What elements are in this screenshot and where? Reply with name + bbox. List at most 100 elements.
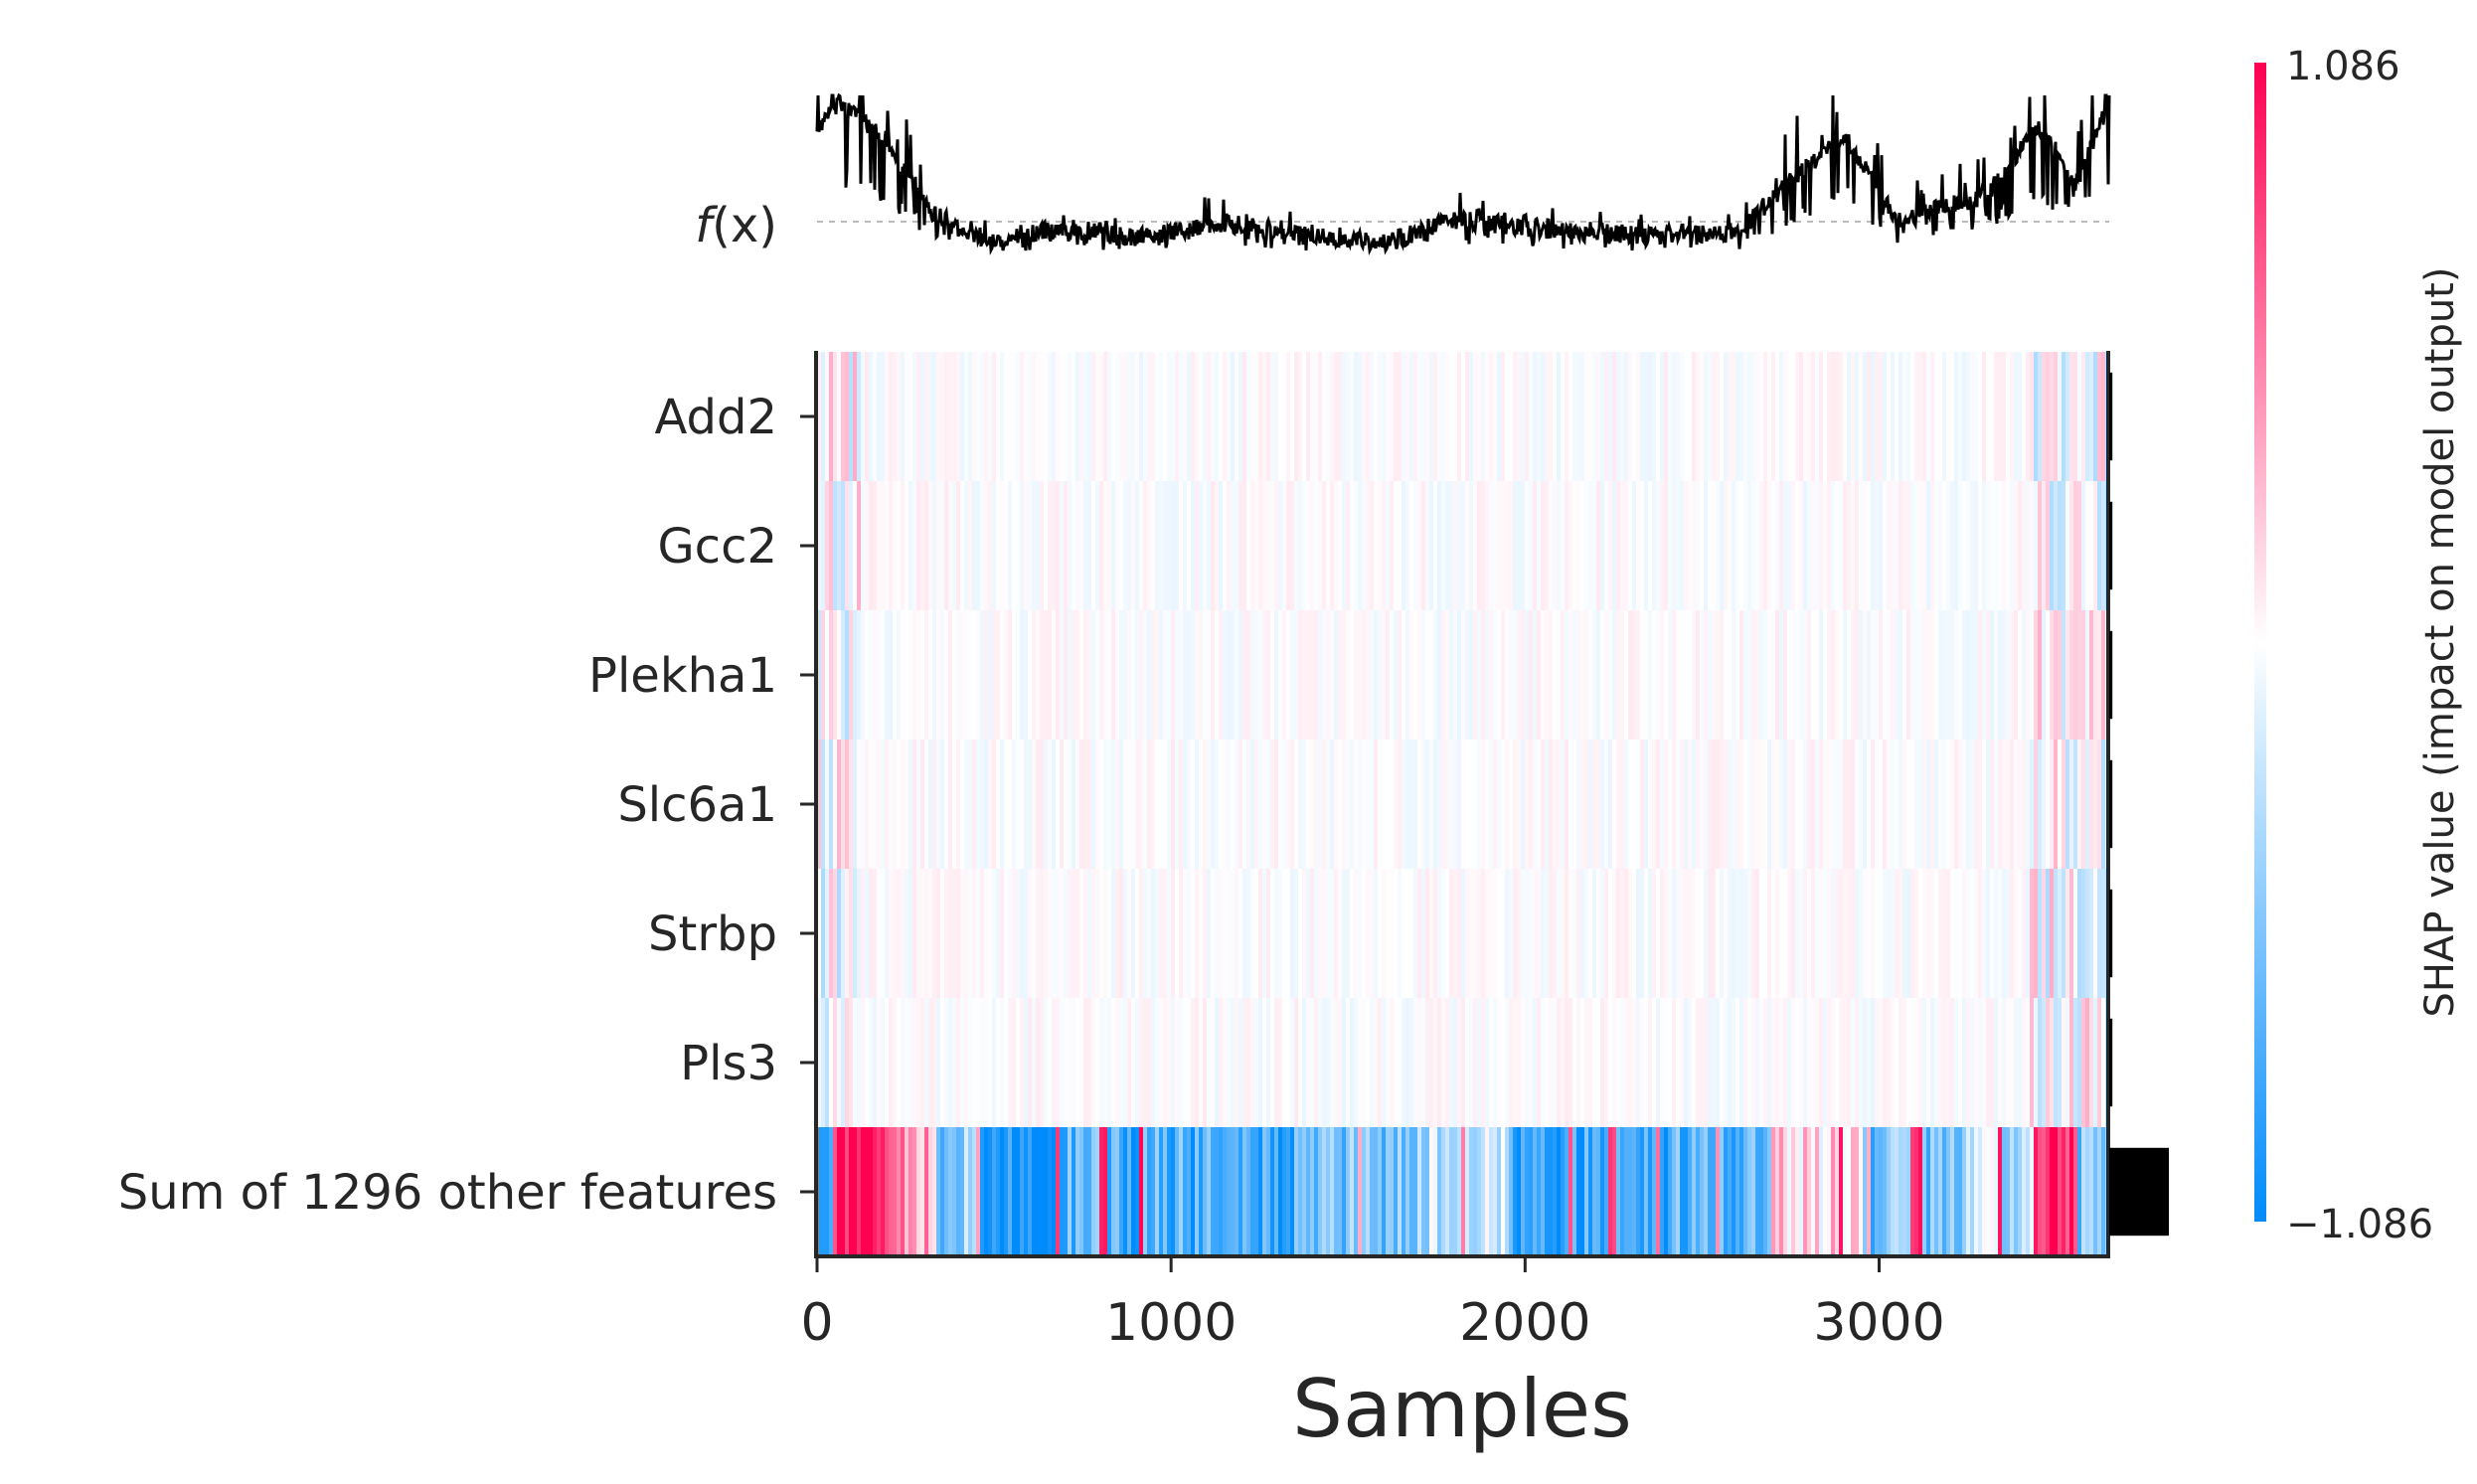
heatmap-cell [1119, 998, 1124, 1127]
heatmap-cell [1107, 610, 1112, 740]
heatmap-cell [948, 352, 953, 481]
heatmap-cell [1994, 869, 1999, 998]
heatmap-cell [1608, 481, 1613, 610]
heatmap-cell [1091, 352, 1096, 481]
heatmap-cell [2077, 740, 2082, 869]
heatmap-cell [1974, 610, 1979, 740]
heatmap-cell [1238, 481, 1243, 610]
heatmap-cell [1620, 998, 1625, 1127]
heatmap-cell [1795, 481, 1800, 610]
heatmap-cell [1497, 998, 1502, 1127]
heatmap-cell [1421, 352, 1426, 481]
heatmap-cell [1286, 352, 1291, 481]
heatmap-cell [1529, 1127, 1534, 1256]
heatmap-cell [968, 998, 973, 1127]
heatmap-cell [1926, 352, 1931, 481]
heatmap-cell [877, 610, 882, 740]
heatmap-cell [1656, 869, 1661, 998]
heatmap-cell [1127, 998, 1132, 1127]
heatmap-cell [1457, 481, 1462, 610]
heatmap-cell [2042, 1127, 2047, 1256]
heatmap-cell [1119, 869, 1124, 998]
heatmap-cell [964, 740, 969, 869]
heatmap-cell [1843, 352, 1848, 481]
heatmap-cell [1720, 740, 1725, 869]
heatmap-cell [1513, 352, 1518, 481]
heatmap-cell [1235, 1127, 1239, 1256]
heatmap-cell [1334, 869, 1339, 998]
heatmap-cell [1374, 481, 1379, 610]
heatmap-cell [1732, 869, 1736, 998]
heatmap-cell [1716, 998, 1721, 1127]
heatmap-cell [1712, 481, 1717, 610]
heatmap-cell [1914, 869, 1919, 998]
heatmap-cell [1732, 998, 1736, 1127]
heatmap-cell [825, 352, 830, 481]
heatmap-cell [940, 610, 945, 740]
heatmap-cell [988, 352, 993, 481]
heatmap-cell [2062, 481, 2066, 610]
heatmap-cell [1485, 998, 1490, 1127]
heatmap-cell [1926, 869, 1931, 998]
heatmap-cell [1517, 481, 1522, 610]
heatmap-cell [889, 869, 894, 998]
heatmap-cell [928, 610, 933, 740]
heatmap-cell [1131, 352, 1136, 481]
heatmap-cell [1954, 1127, 1959, 1256]
heatmap-cell [901, 998, 906, 1127]
heatmap-cell [1024, 740, 1029, 869]
heatmap-cell [1191, 869, 1196, 998]
heatmap-cell [1986, 481, 1991, 610]
heatmap-cell [1648, 352, 1653, 481]
heatmap-cell [1851, 869, 1856, 998]
heatmap-cell [1159, 481, 1164, 610]
heatmap-cell [1274, 998, 1279, 1127]
heatmap-cell [905, 740, 909, 869]
heatmap-cell [1155, 352, 1160, 481]
heatmap-cell [1282, 610, 1287, 740]
heatmap-cell [1433, 740, 1438, 869]
heatmap-cell [1863, 998, 1868, 1127]
heatmap-cell [2050, 740, 2055, 869]
heatmap-cell [1461, 481, 1466, 610]
heatmap-cell [1688, 481, 1693, 610]
heatmap-cell [1632, 998, 1637, 1127]
heatmap-cell [2014, 998, 2019, 1127]
heatmap-cell [2089, 481, 2094, 610]
heatmap-cell [2042, 352, 2047, 481]
heatmap-cell [1728, 1127, 1733, 1256]
heatmap-cell [1342, 998, 1347, 1127]
heatmap-cell [1914, 610, 1919, 740]
heatmap-cell [1219, 869, 1224, 998]
heatmap-cell [1075, 740, 1080, 869]
heatmap-cell [1533, 998, 1538, 1127]
heatmap-cell [2089, 352, 2094, 481]
heatmap-cell [1095, 869, 1100, 998]
heatmap-cell [1950, 610, 1955, 740]
heatmap-cell [1962, 740, 1967, 869]
heatmap-cell [1612, 1127, 1617, 1256]
heatmap-cell [1751, 998, 1756, 1127]
heatmap-cell [1950, 740, 1955, 869]
heatmap-cell [1338, 481, 1343, 610]
heatmap-cell [1060, 610, 1065, 740]
heatmap-cell [881, 610, 886, 740]
heatmap-cell [1775, 998, 1780, 1127]
heatmap-cell [825, 998, 830, 1127]
heatmap-cell [1704, 998, 1709, 1127]
heatmap-cell [1147, 481, 1152, 610]
heatmap-cell [1799, 998, 1804, 1127]
heatmap-cell [1227, 481, 1232, 610]
heatmap-cell [1493, 869, 1498, 998]
heatmap-cell [1262, 352, 1267, 481]
heatmap-cell [1374, 998, 1379, 1127]
heatmap-cell [1958, 1127, 1963, 1256]
heatmap-cell [1604, 610, 1609, 740]
heatmap-cell [1867, 998, 1872, 1127]
heatmap-cell [1008, 998, 1013, 1127]
heatmap-cell [1517, 998, 1522, 1127]
heatmap-cell [1732, 740, 1736, 869]
heatmap-cell [1123, 740, 1128, 869]
heatmap-cell [2018, 740, 2023, 869]
heatmap-cell [1728, 740, 1733, 869]
